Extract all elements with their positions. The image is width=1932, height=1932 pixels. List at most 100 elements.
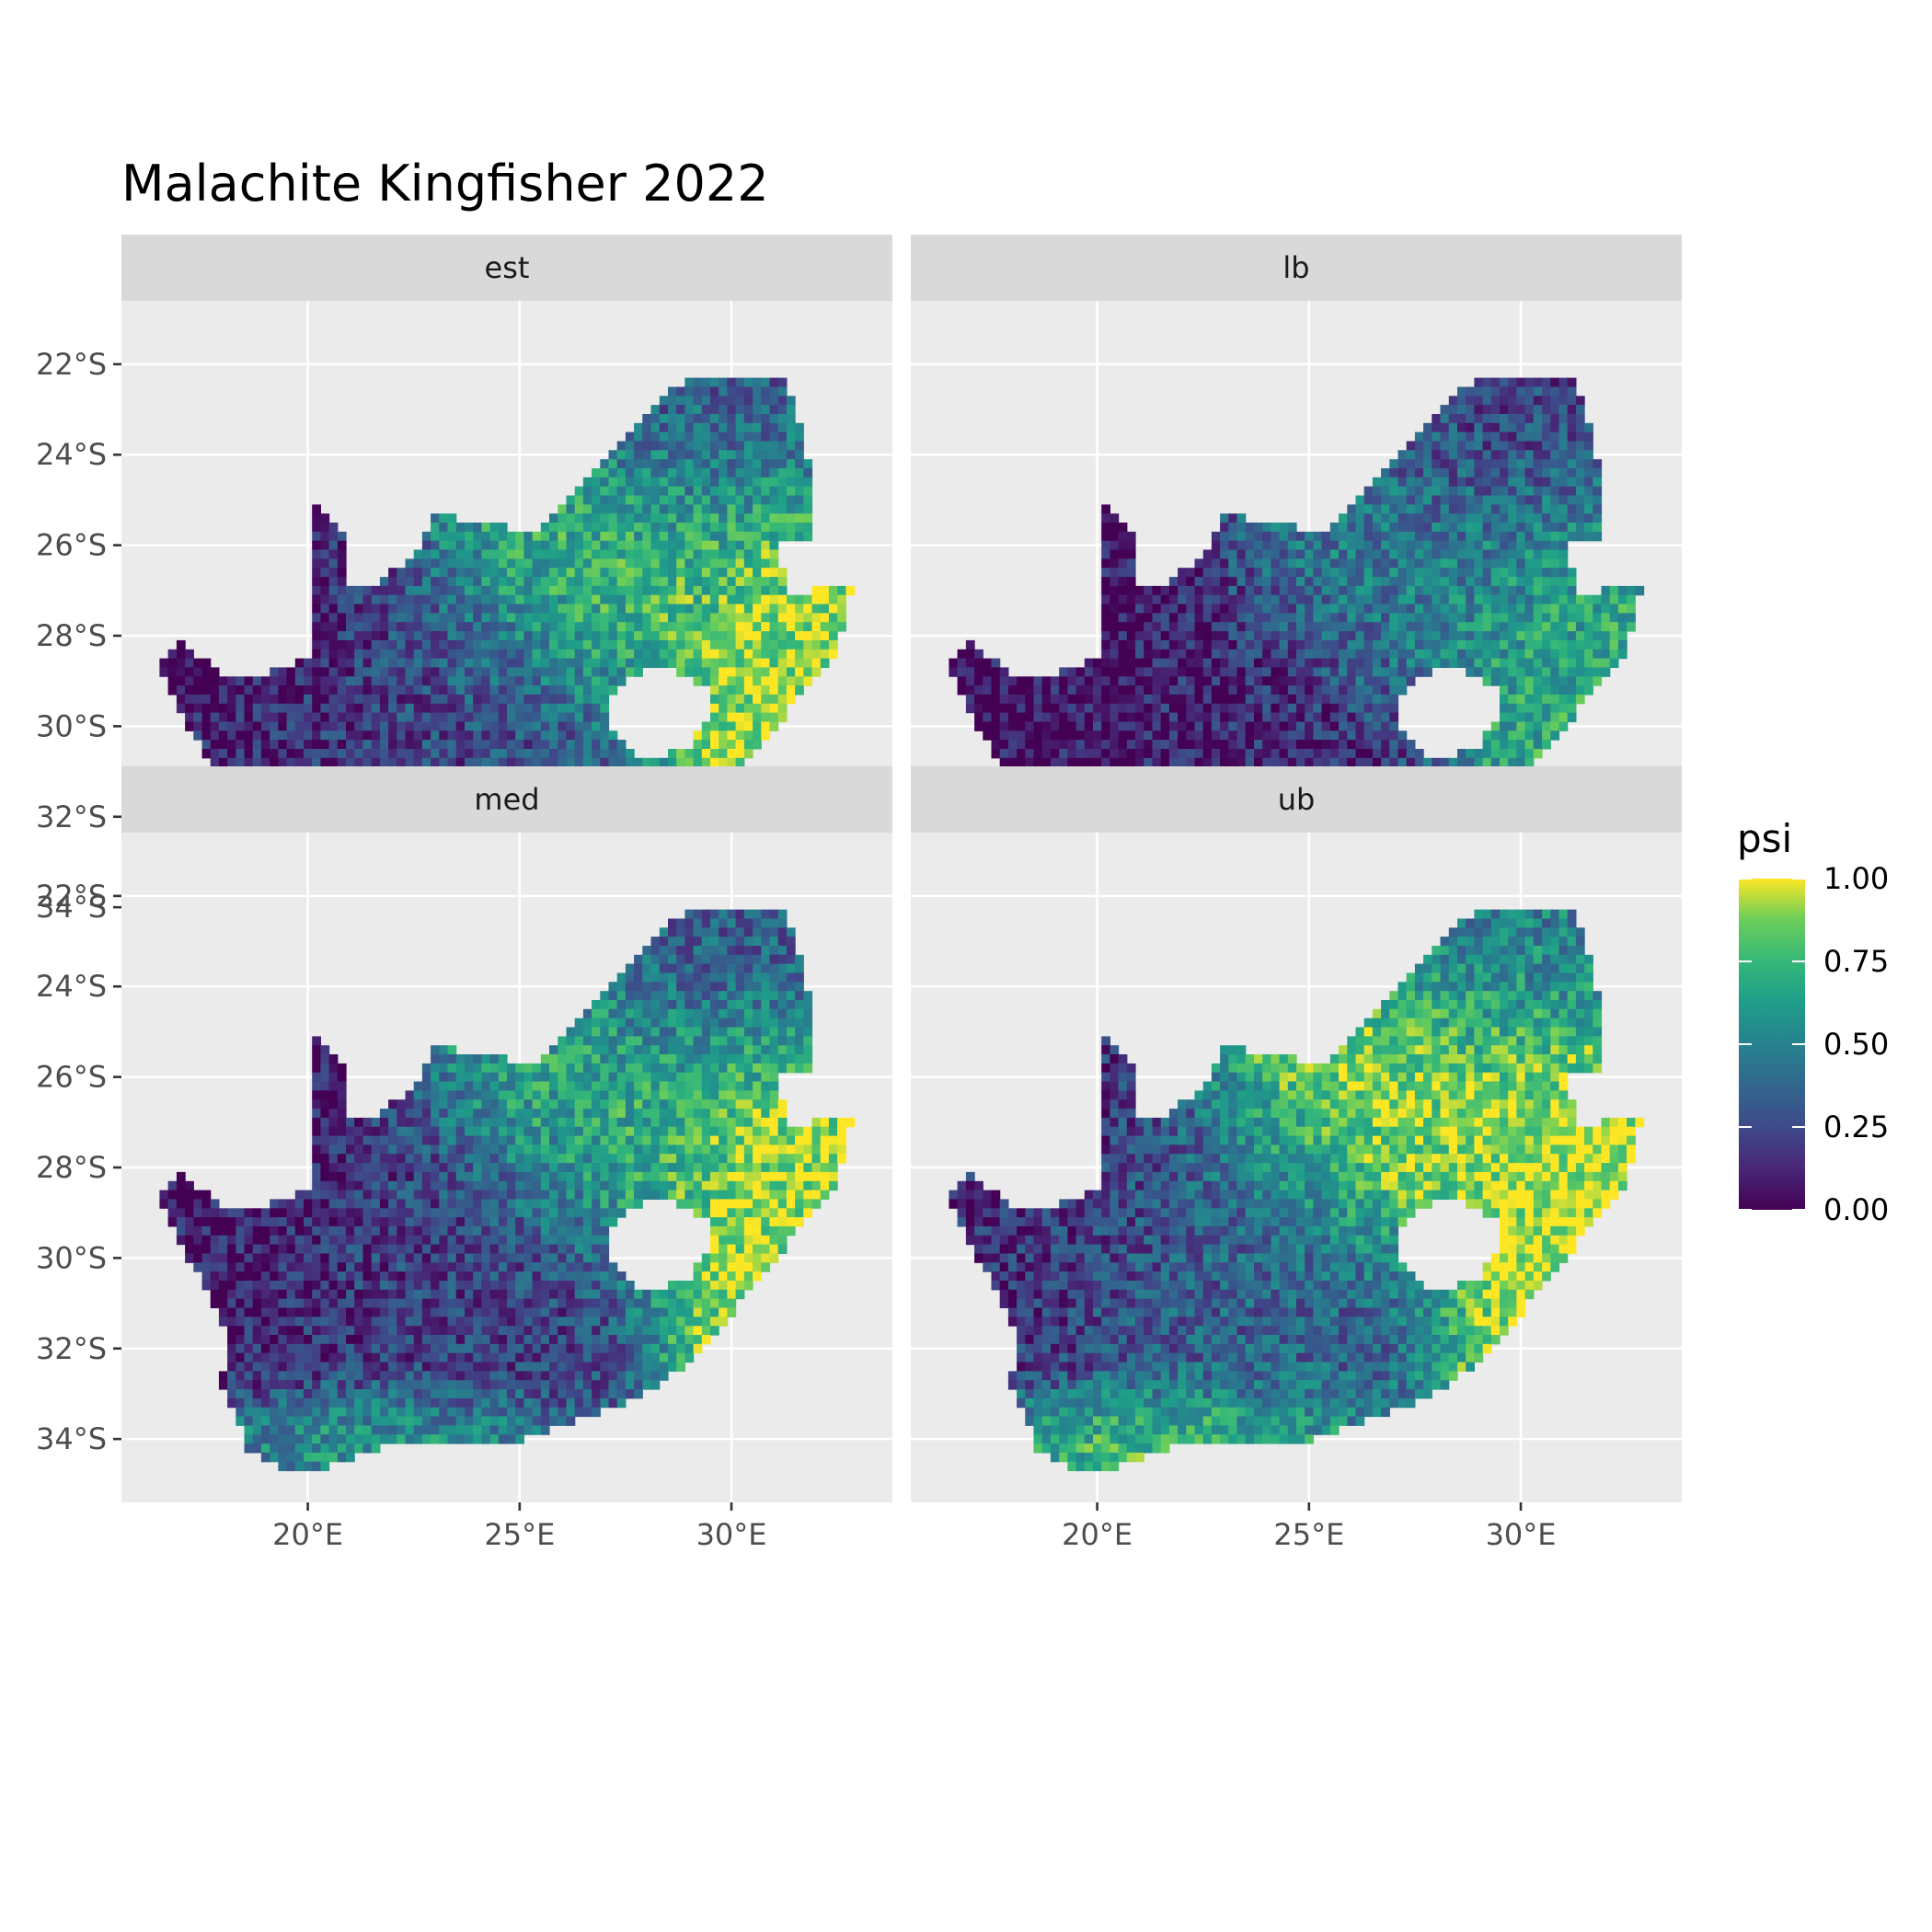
psi-cell — [447, 712, 457, 722]
psi-cell — [1118, 658, 1128, 668]
psi-cell — [354, 585, 363, 596]
psi-cell — [354, 631, 363, 641]
psi-cell — [659, 450, 669, 460]
psi-cell — [761, 568, 771, 578]
psi-cell — [1126, 730, 1136, 741]
psi-cell — [312, 740, 321, 750]
psi-cell — [693, 441, 703, 451]
psi-cell — [1017, 694, 1026, 705]
psi-cell — [1075, 730, 1086, 741]
psi-cell — [431, 558, 440, 569]
psi-cell — [244, 749, 254, 759]
psi-cell — [1397, 513, 1408, 523]
psi-cell — [608, 495, 618, 505]
psi-cell — [1168, 585, 1179, 596]
psi-cell — [1186, 577, 1196, 587]
psi-cell — [676, 604, 685, 614]
psi-cell — [455, 676, 466, 686]
psi-cell — [693, 594, 703, 605]
psi-cell — [727, 386, 737, 397]
psi-cell — [540, 540, 550, 551]
psi-cell — [735, 639, 745, 650]
psi-cell — [786, 431, 796, 442]
psi-cell — [244, 740, 254, 750]
psi-cell — [532, 757, 542, 768]
psi-cell — [532, 604, 542, 614]
psi-cell — [592, 676, 601, 686]
psi-cell — [286, 676, 296, 686]
psi-cell — [1144, 649, 1153, 660]
psi-cell — [574, 540, 584, 551]
psi-cell — [1287, 703, 1297, 714]
psi-cell — [753, 377, 762, 387]
psi-cell — [1135, 631, 1144, 641]
psi-cell — [1202, 685, 1213, 696]
psi-cell — [727, 749, 737, 759]
psi-cell — [1406, 667, 1416, 677]
psi-cell — [1178, 577, 1187, 587]
psi-cell — [1160, 676, 1170, 686]
psi-cell — [1448, 441, 1458, 451]
psi-cell — [693, 568, 703, 578]
psi-cell — [1329, 694, 1340, 705]
psi-cell — [1329, 757, 1340, 768]
psi-cell — [379, 577, 389, 587]
psi-cell — [1305, 549, 1314, 559]
psi-cell — [388, 622, 397, 632]
psi-cell — [999, 667, 1009, 677]
psi-cell — [608, 459, 618, 469]
psi-cell — [320, 622, 330, 632]
psi-cell — [1110, 585, 1120, 596]
psi-cell — [999, 721, 1009, 731]
psi-cell — [1254, 622, 1263, 632]
psi-cell — [1279, 667, 1289, 677]
psi-cell — [507, 568, 516, 578]
psi-cell — [727, 730, 737, 741]
psi-cell — [727, 513, 737, 523]
psi-cell — [439, 667, 449, 677]
psi-cell — [582, 540, 592, 551]
psi-cell — [1381, 549, 1390, 559]
psi-cell — [727, 523, 737, 533]
psi-cell — [769, 386, 779, 397]
psi-cell — [710, 486, 719, 497]
psi-cell — [574, 685, 584, 696]
psi-cell — [1414, 622, 1424, 632]
psi-cell — [481, 667, 491, 677]
psi-cell — [642, 422, 652, 433]
psi-cell — [803, 477, 813, 488]
psi-cell — [405, 631, 415, 641]
psi-cell — [312, 667, 321, 677]
psi-cell — [608, 757, 618, 768]
psi-cell — [608, 468, 618, 478]
psi-cell — [710, 658, 719, 668]
psi-cell — [761, 540, 771, 551]
psi-cell — [1432, 513, 1442, 523]
psi-cell — [1228, 712, 1238, 722]
psi-cell — [974, 703, 983, 714]
psi-cell — [294, 749, 305, 759]
psi-cell — [837, 622, 846, 632]
psi-cell — [473, 667, 482, 677]
psi-cell — [489, 622, 500, 632]
psi-cell — [523, 694, 534, 705]
psi-cell — [558, 622, 568, 632]
psi-cell — [650, 495, 661, 505]
psi-cell — [1448, 540, 1458, 551]
psi-cell — [582, 604, 592, 614]
psi-cell — [1017, 757, 1026, 768]
psi-cell — [684, 477, 695, 488]
psi-cell — [1067, 712, 1077, 722]
psi-cell — [1457, 531, 1466, 542]
psi-cell — [1236, 549, 1247, 559]
psi-cell — [1126, 549, 1136, 559]
psi-cell — [201, 730, 212, 741]
psi-cell — [1144, 604, 1153, 614]
psi-cell — [328, 757, 339, 768]
psi-cell — [650, 558, 661, 569]
psi-cell — [642, 658, 652, 668]
psi-cell — [1448, 568, 1458, 578]
psi-cell — [668, 549, 677, 559]
psi-cell — [608, 540, 618, 551]
psi-cell — [260, 703, 270, 714]
